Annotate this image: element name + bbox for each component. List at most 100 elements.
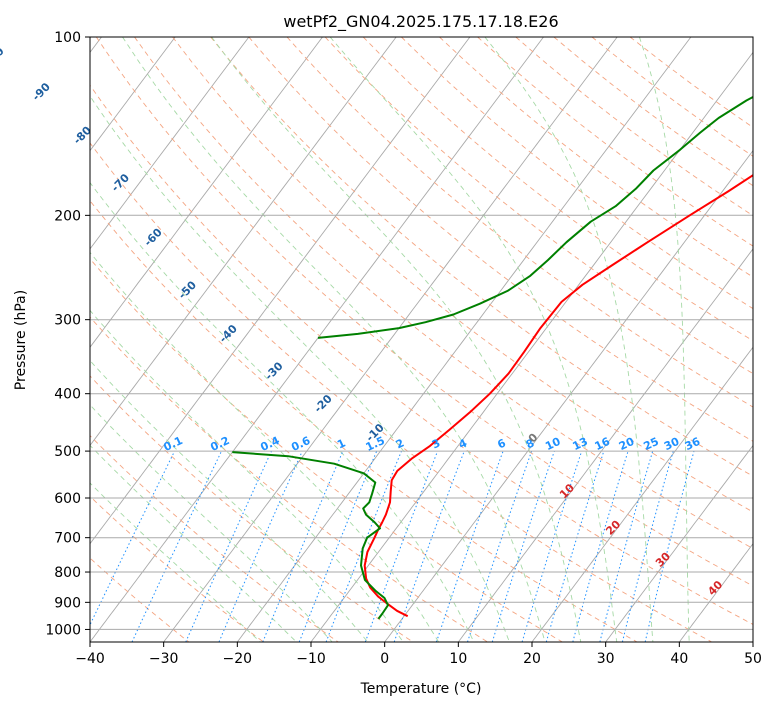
mixing-ratio-label: 16 (593, 435, 613, 453)
dry-adiabat-line (90, 200, 638, 642)
x-axis-label: Temperature (°C) (360, 681, 482, 697)
dry-adiabat-line (362, 37, 753, 342)
mixing-ratio-label: 13 (571, 435, 590, 453)
mixing-ratio-label: 30 (662, 435, 682, 453)
dry-adiabat-line (90, 84, 753, 625)
isotherm-line (310, 51, 753, 642)
x-axis: −40 −30 −20 −10 0 10 20 30 40 50 (75, 642, 762, 667)
isotherm-line (90, 37, 471, 545)
dry-adiabat-line (90, 142, 712, 642)
moist-adiabat-line (90, 251, 439, 642)
dewpoint-profile-line (317, 95, 753, 339)
profile-series (232, 95, 753, 620)
dry-adiabat-line (95, 37, 753, 587)
x-tick-label: 10 (449, 651, 467, 667)
x-tick-label: 30 (597, 651, 615, 667)
mixing-ratio-label: 20 (617, 435, 637, 453)
dewpoint-profile-line (232, 451, 389, 620)
background-lines (90, 37, 753, 642)
mixing-ratio-label: 6 (495, 436, 508, 451)
mixing-ratio-label: 25 (642, 435, 661, 453)
x-tick-label: 50 (744, 651, 762, 667)
mixing-ratio-line (467, 450, 533, 642)
dry-adiabat-line (401, 37, 753, 310)
isotherm-line (605, 444, 753, 642)
mixing-ratio-line (90, 450, 176, 626)
dry-adiabat-label: -30 (262, 359, 285, 382)
dry-adiabat-line (172, 37, 753, 513)
y-tick-label: 300 (54, 313, 81, 329)
moist-adiabat-label: 20 (603, 517, 623, 537)
mixing-ratio-line (572, 450, 629, 642)
y-tick-label: 100 (54, 30, 81, 46)
grid-lines (90, 37, 753, 630)
isotherm-line (90, 37, 250, 250)
dry-adiabat-line (134, 37, 753, 550)
mixing-ratio-label: 36 (683, 435, 703, 453)
plot-frame (89, 36, 754, 643)
moist-adiabat-line (90, 95, 510, 642)
dry-adiabat-label: -70 (109, 171, 132, 194)
isotherm-line (90, 37, 397, 447)
moist-adiabat-line (90, 309, 404, 642)
x-tick-label: −20 (223, 651, 253, 667)
y-tick-label: 500 (54, 444, 81, 460)
dry-adiabat-line (286, 37, 753, 408)
mixing-ratio-line (435, 450, 504, 642)
y-tick-label: 1000 (45, 622, 81, 638)
y-tick-label: 200 (54, 208, 81, 224)
x-tick-label: 20 (523, 651, 541, 667)
x-tick-label: 40 (670, 651, 688, 667)
mixing-ratio-label: 10 (543, 435, 563, 453)
dry-adiabat-label: -50 (176, 278, 199, 301)
mixing-ratio-label: 1 (335, 436, 347, 451)
isotherm-line (90, 37, 544, 642)
mixing-ratio-line (325, 450, 402, 642)
mixing-ratio-line (644, 450, 695, 642)
moist-adiabat-line (90, 444, 297, 642)
dry-adiabat-label: -60 (142, 226, 165, 249)
x-tick-label: −30 (149, 651, 179, 667)
moist-adiabat-label: 30 (653, 549, 673, 569)
x-tick-label: −10 (296, 651, 326, 667)
dry-adiabat-line (477, 37, 753, 247)
dry-adiabat-label: -20 (312, 392, 335, 415)
x-tick-label: −40 (75, 651, 105, 667)
y-tick-label: 700 (54, 531, 81, 547)
moist-adiabat-line (90, 181, 475, 642)
isotherm-line (384, 149, 753, 642)
isotherm-line (163, 37, 618, 642)
dry-adiabat-line (90, 495, 264, 642)
mixing-ratio-line (262, 450, 344, 642)
y-tick-label: 600 (54, 491, 81, 507)
mixing-ratio-line (364, 450, 439, 642)
dry-adiabat-line (90, 316, 488, 642)
mixing-ratio-line (298, 450, 378, 642)
moist-adiabat-line (122, 37, 546, 642)
mixing-ratio-label: 4 (457, 436, 470, 451)
mixing-ratio-label: 3 (430, 436, 442, 451)
mixing-ratio-line (521, 450, 583, 642)
isotherm-line (531, 346, 753, 642)
x-tick-label: 0 (380, 651, 389, 667)
moist-adiabat-line (484, 37, 654, 642)
y-axis: 100 200 300 400 500 600 700 800 900 1000 (45, 30, 90, 638)
mixing-ratio-line (491, 450, 555, 642)
isotherm-line (90, 37, 323, 349)
isotherm-line (457, 248, 753, 642)
y-tick-label: 900 (54, 595, 81, 611)
isotherm-line (678, 542, 753, 642)
chart-title: wetPf2_GN04.2025.175.17.18.E26 (283, 12, 558, 32)
mixing-ratio-line (599, 450, 654, 642)
moist-adiabat-line (329, 37, 618, 642)
y-tick-label: 800 (54, 565, 81, 581)
isotherm-line (236, 37, 692, 642)
y-tick-label: 400 (54, 387, 81, 403)
dry-adiabat-label: -90 (30, 80, 53, 103)
mixing-ratio-line (545, 450, 605, 642)
moist-adiabat-label: 40 (705, 578, 725, 598)
temperature-profile-line (363, 173, 753, 618)
moist-adiabat-line (211, 37, 582, 642)
